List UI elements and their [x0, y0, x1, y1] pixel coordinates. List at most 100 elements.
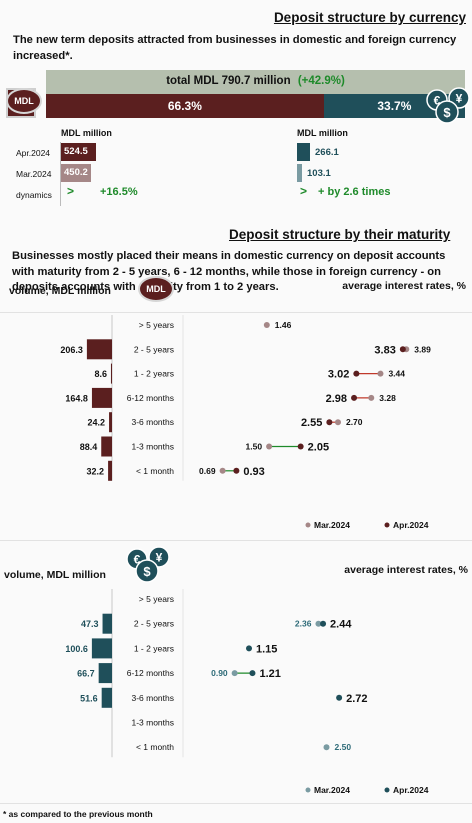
mdl-maturity-chart: > 5 years 1.46 2 - 5 years 206.3 3.89 3.83 1 -…	[60, 315, 431, 530]
fx-panel-coins-icon: € ¥ $	[126, 546, 170, 583]
rate-label-mar: 1.46	[275, 320, 292, 330]
category-label: 1-3 months	[131, 442, 174, 452]
section-divider	[0, 540, 472, 541]
volume-value-label: 206.3	[60, 345, 83, 355]
volume-bar	[91, 387, 112, 408]
currency-intro-text: The new term deposits attracted from bus…	[13, 34, 457, 62]
rate-point-apr	[399, 346, 406, 353]
category-label: 6-12 months	[127, 668, 174, 678]
rate-label-apr: 3.83	[374, 344, 395, 356]
legend-apr-label: Apr.2024	[393, 785, 429, 795]
rate-label-mar: 0.90	[211, 668, 228, 678]
legend-apr-marker	[384, 787, 390, 793]
volume-bar	[86, 339, 112, 360]
rate-point-apr	[336, 694, 343, 701]
svg-text:$: $	[443, 105, 451, 120]
svg-text:$: $	[143, 564, 151, 579]
rate-label-apr: 2.05	[308, 442, 329, 454]
share-bar: 66.3% 33.7%	[46, 94, 465, 118]
rate-label-apr: 1.21	[259, 668, 280, 680]
mdl-rates-label: average interest rates, %	[342, 280, 466, 292]
category-label: 1 - 2 years	[134, 369, 174, 379]
fx-up-arrow-icon: >	[300, 184, 308, 198]
volume-bar	[109, 412, 112, 433]
category-label: > 5 years	[139, 594, 174, 604]
legend-mar-label: Mar.2024	[314, 520, 350, 530]
rate-point-mar	[263, 322, 270, 328]
mdl-panel-divider	[0, 312, 472, 313]
rate-point-mar	[323, 744, 330, 751]
unit-label-mdl: MDL million	[61, 128, 112, 138]
rate-label-mar: 0.69	[199, 466, 216, 476]
mdl-mar-value: 450.2	[64, 167, 88, 178]
rate-label-apr: 1.15	[256, 643, 277, 655]
mdl-apr-value: 524.5	[64, 146, 88, 157]
total-change: (+42.9%)	[297, 75, 345, 87]
category-label: > 5 years	[139, 320, 174, 330]
legend-mar-marker	[305, 522, 311, 528]
category-label: 1 - 2 years	[134, 643, 174, 653]
rate-label-mar: 3.44	[388, 369, 405, 379]
rate-label-mar: 1.50	[246, 442, 263, 452]
mdl-panel-badge: MDL	[138, 276, 174, 302]
rate-label-mar: 2.50	[335, 742, 352, 752]
category-label: < 1 month	[136, 466, 174, 476]
mdl-volume-label: volume, MDL million	[9, 285, 111, 297]
mdl-apr-bar: 524.5	[61, 143, 96, 161]
rate-label-mar: 2.36	[295, 619, 312, 629]
svg-text:€: €	[134, 553, 141, 567]
rate-point-mar	[334, 419, 341, 426]
category-label: < 1 month	[136, 742, 174, 752]
row-label-apr: Apr.2024	[16, 148, 51, 158]
category-label: 2 - 5 years	[134, 619, 174, 629]
row-label-dynamics: dynamics	[16, 190, 52, 200]
total-bar: total MDL 790.7 million (+42.9%)	[46, 70, 465, 94]
legend-mar-label: Mar.2024	[314, 785, 350, 795]
volume-bar	[101, 436, 112, 457]
fx-mar-value: 103.1	[307, 168, 331, 179]
total-text: total MDL 790.7 million	[166, 75, 291, 87]
section-title-currency: Deposit structure by currency	[273, 10, 466, 25]
fx-volume-label: volume, MDL million	[4, 569, 106, 581]
mdl-axis	[60, 142, 61, 206]
fx-share-label: 33.7%	[377, 99, 412, 113]
volume-value-label: 8.6	[94, 369, 107, 379]
rate-point-mar	[368, 394, 375, 401]
category-label: 1-3 months	[131, 718, 174, 728]
rate-label-apr: 0.93	[243, 466, 264, 478]
fx-maturity-chart: > 5 years 2 - 5 years 47.3 2.36 2.44 1 - 2 ye…	[65, 589, 429, 795]
footnote-divider	[0, 803, 472, 804]
volume-value-label: 32.2	[87, 466, 105, 476]
svg-text:€: €	[434, 94, 441, 108]
volume-value-label: 51.6	[80, 693, 98, 703]
fx-dynamics-value: + by 2.6 times	[318, 186, 391, 198]
rate-label-apr: 2.55	[301, 417, 322, 429]
rate-point-apr	[297, 443, 304, 450]
rate-label-apr: 2.98	[326, 393, 347, 405]
fx-apr-bar	[297, 143, 310, 161]
category-label: 6-12 months	[127, 393, 174, 403]
rate-point-apr	[326, 419, 333, 426]
rate-label-apr: 3.02	[328, 369, 349, 381]
rate-label-mar: 2.70	[346, 417, 363, 427]
mdl-share-segment: 66.3%	[46, 94, 324, 118]
volume-value-label: 66.7	[77, 669, 95, 679]
mdl-dynamics-value: +16.5%	[100, 186, 138, 198]
mdl-share-label: 66.3%	[167, 99, 202, 113]
volume-bar	[102, 613, 112, 634]
rate-label-mar: 3.28	[379, 393, 396, 403]
volume-bar	[91, 638, 112, 659]
category-label: 3-6 months	[131, 417, 174, 427]
rate-point-apr	[246, 645, 253, 652]
rate-point-apr	[351, 394, 358, 401]
fx-rates-label: average interest rates, %	[344, 564, 468, 576]
rate-label-apr: 2.72	[346, 693, 367, 705]
rate-label-apr: 2.44	[330, 619, 352, 631]
rate-label-mar: 3.89	[414, 344, 431, 354]
rate-point-mar	[266, 443, 273, 450]
rate-point-mar	[377, 370, 384, 377]
volume-bar	[98, 663, 112, 684]
fx-mar-bar	[297, 164, 302, 182]
volume-bar	[110, 363, 112, 384]
category-label: 3-6 months	[131, 693, 174, 703]
